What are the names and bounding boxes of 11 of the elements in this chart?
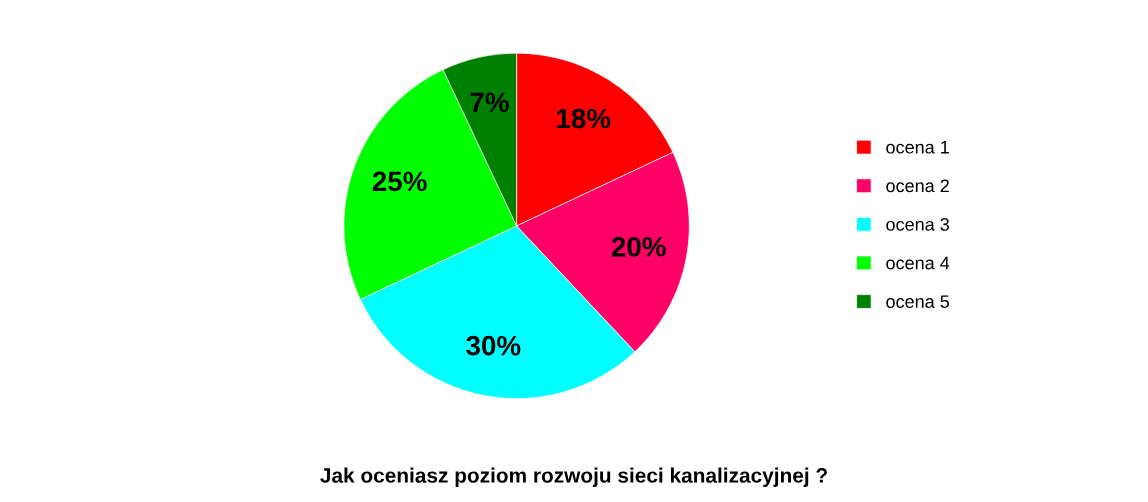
data-label: 20%: [611, 236, 666, 257]
data-label: 25%: [372, 171, 427, 192]
text: Jak oceniasz poziom rozwoju sieci kanalizacyjnej ?: [320, 467, 827, 487]
legend-label: ocena 1: [886, 141, 949, 154]
legend-label: ocena 5: [886, 295, 950, 308]
data-label: 30%: [466, 335, 521, 356]
legend-label: ocena 3: [886, 218, 949, 231]
data-label: 7%: [470, 92, 509, 112]
data-label: 18%: [557, 108, 611, 129]
legend-label: ocena 4: [886, 256, 950, 270]
legend-label: ocena 2: [886, 179, 949, 193]
